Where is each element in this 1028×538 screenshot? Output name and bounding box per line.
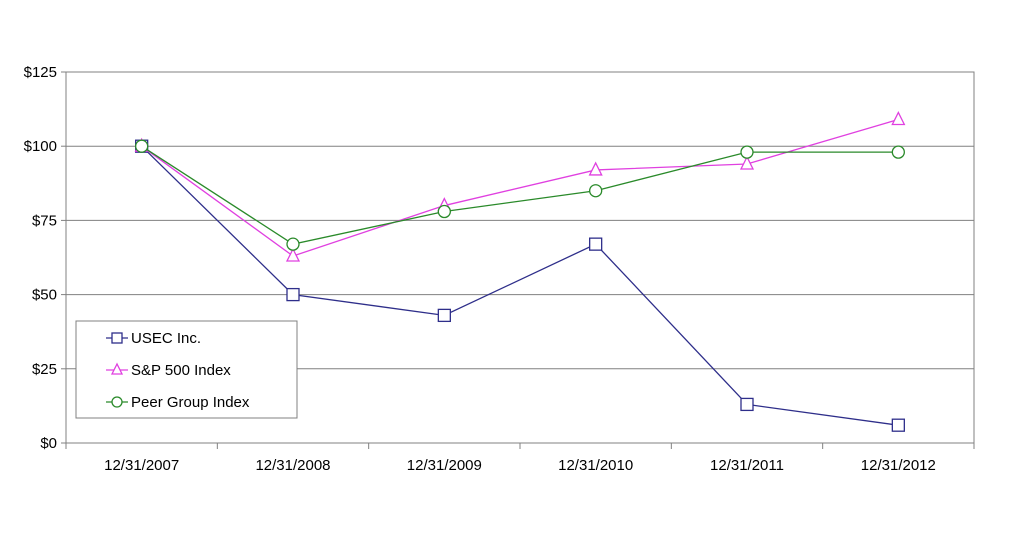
data-point <box>891 111 906 126</box>
y-tick-label: $25 <box>32 361 57 378</box>
legend-item: USEC Inc. <box>106 330 201 347</box>
legend-label: S&P 500 Index <box>131 362 231 379</box>
y-tick-label: $0 <box>40 435 57 452</box>
series-circle <box>135 139 905 251</box>
legend-item: S&P 500 Index <box>106 362 231 379</box>
data-point <box>589 184 603 198</box>
x-tick-label: 12/31/2012 <box>861 457 936 474</box>
y-axis-tick-labels: $0 $25 $50 $75 $100 $125 <box>24 64 57 452</box>
series-triangle <box>134 111 906 262</box>
legend-marker <box>111 396 123 408</box>
data-point <box>285 247 301 262</box>
data-point <box>589 237 603 251</box>
legend-label: USEC Inc. <box>131 330 201 347</box>
x-tick-label: 12/31/2009 <box>407 457 482 474</box>
series-line <box>141 145 899 426</box>
data-point <box>891 418 905 432</box>
data-point <box>437 308 451 323</box>
series-line <box>141 118 899 257</box>
x-tick-label: 12/31/2008 <box>255 457 330 474</box>
legend-marker <box>111 332 123 344</box>
data-point <box>891 145 905 159</box>
y-tick-label: $125 <box>24 64 57 81</box>
legend-item: Peer Group Index <box>106 394 250 411</box>
data-point <box>135 139 149 153</box>
series-line <box>141 145 899 245</box>
data-point <box>286 287 300 302</box>
data-point <box>740 397 754 412</box>
x-axis-tick-labels: 12/31/2007 12/31/2008 12/31/2009 12/31/2010… <box>104 457 936 474</box>
data-point <box>588 161 603 176</box>
x-tick-label: 12/31/2007 <box>104 457 179 474</box>
x-tick-label: 12/31/2011 <box>710 457 784 474</box>
legend-label: Peer Group Index <box>131 394 250 411</box>
data-point <box>740 145 754 159</box>
y-tick-label: $100 <box>24 138 57 155</box>
legend-marker <box>110 362 124 375</box>
legend: USEC Inc. S&P 500 Index Peer Group Index <box>75 320 298 419</box>
data-point <box>286 237 300 251</box>
data-point <box>437 204 451 219</box>
y-tick-label: $75 <box>32 212 57 229</box>
y-tick-label: $50 <box>32 287 57 304</box>
x-tick-label: 12/31/2010 <box>558 457 633 474</box>
series-layer <box>134 111 906 432</box>
data-point <box>739 155 755 170</box>
axes <box>61 71 975 449</box>
